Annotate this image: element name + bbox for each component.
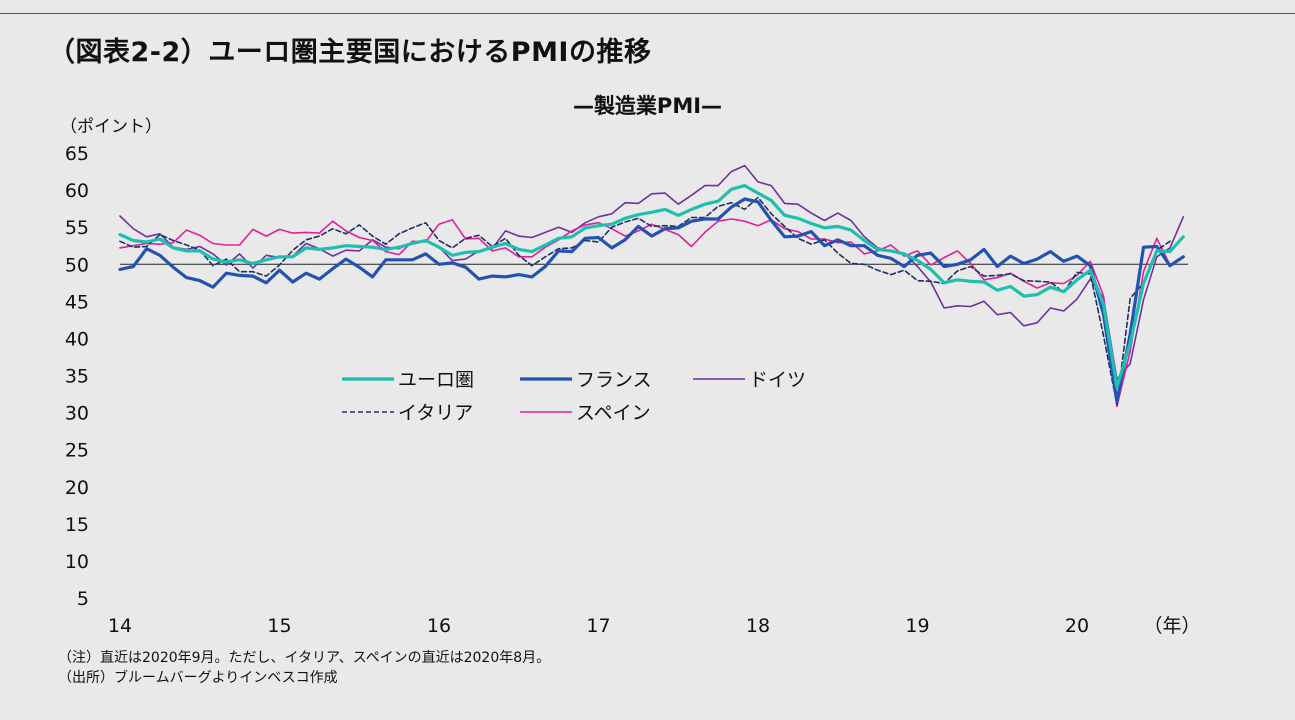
y-tick-label: 5 xyxy=(77,588,89,610)
series-line-2 xyxy=(118,197,1185,404)
legend-label: フランス xyxy=(576,369,652,391)
y-tick-label: 50 xyxy=(65,254,89,276)
legend-label: イタリア xyxy=(398,402,473,424)
y-tick-label: 45 xyxy=(65,291,89,313)
x-tick-label: 14 xyxy=(108,615,132,637)
x-tick-label: 17 xyxy=(586,615,610,637)
x-tick-label: 20 xyxy=(1065,615,1089,637)
x-tick-labels: 14 15 16 17 18 19 20 （年） xyxy=(108,615,1201,637)
x-axis-label: （年） xyxy=(1143,615,1200,637)
y-tick-label: 55 xyxy=(65,217,89,239)
legend-label: ユーロ圏 xyxy=(398,369,474,391)
legend-label: スペイン xyxy=(576,402,651,424)
series-line-3 xyxy=(119,164,1185,381)
series-lines-group xyxy=(118,164,1185,408)
y-tick-label: 40 xyxy=(65,328,89,350)
x-tick-label: 18 xyxy=(746,615,770,637)
y-tick-label: 20 xyxy=(65,477,89,499)
series-line-5 xyxy=(119,218,1171,408)
legend-label: ドイツ xyxy=(749,369,806,391)
source-line: （出所）ブルームバーグよりインベスコ作成 xyxy=(58,670,338,686)
note-line: （注）直近は2020年9月。ただし、イタリア、スペインの直近は2020年8月。 xyxy=(58,650,551,666)
x-tick-label: 16 xyxy=(427,615,451,637)
y-tick-label: 35 xyxy=(65,366,89,388)
y-tick-label: 15 xyxy=(65,514,89,536)
y-axis-label: （ポイント） xyxy=(60,117,162,137)
series-line-4 xyxy=(119,196,1171,406)
series-line-1 xyxy=(118,184,1185,389)
x-tick-label: 19 xyxy=(905,615,929,637)
x-tick-label: 15 xyxy=(267,615,291,637)
page-title: （図表2-2）ユーロ圏主要国におけるPMIの推移 xyxy=(48,37,652,68)
y-tick-label: 60 xyxy=(65,180,89,202)
y-tick-label: 65 xyxy=(65,143,89,165)
top-rule xyxy=(0,13,1295,14)
y-tick-label: 30 xyxy=(65,403,89,425)
chart-title: —製造業PMI— xyxy=(572,94,723,118)
pmi-line-chart: 5 10 15 20 25 30 35 40 45 50 55 60 65 14 15 16 17 18 19 20… xyxy=(65,143,1201,637)
y-tick-label: 25 xyxy=(65,440,89,462)
notes: （注）直近は2020年9月。ただし、イタリア、スペインの直近は2020年8月。 … xyxy=(58,648,550,688)
y-tick-label: 10 xyxy=(65,551,89,573)
y-tick-labels: 5 10 15 20 25 30 35 40 45 50 55 60 65 xyxy=(65,143,89,610)
